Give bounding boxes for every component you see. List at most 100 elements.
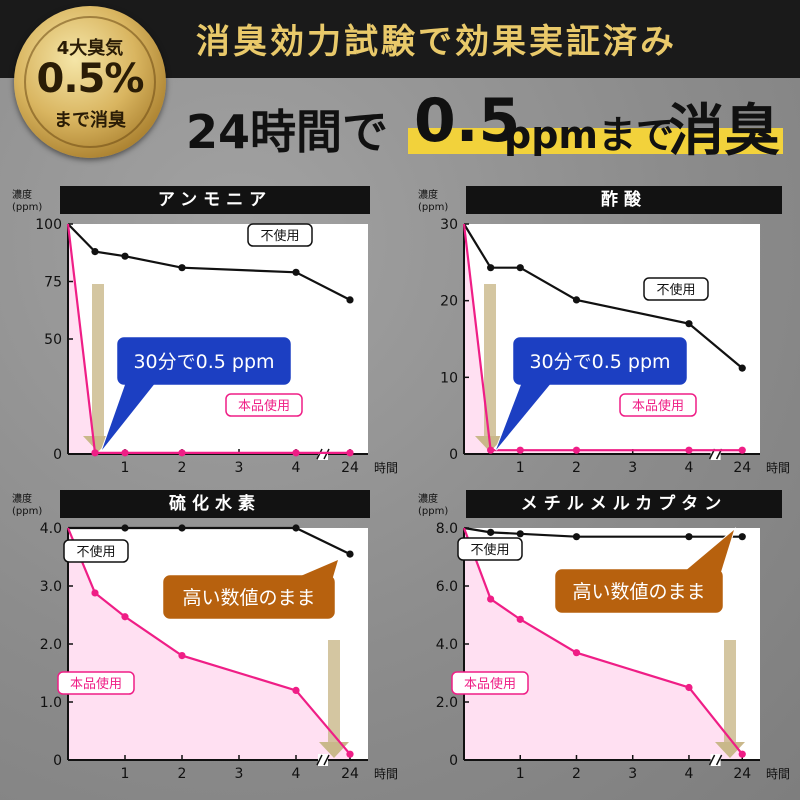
used-series-line bbox=[462, 223, 743, 452]
y-tick-label: 4.0 bbox=[436, 637, 458, 653]
legend-unused-label: 不使用 bbox=[470, 542, 509, 558]
used-data-point bbox=[292, 686, 300, 694]
header-title: 消臭効力試験で効果実証済み bbox=[196, 22, 677, 62]
chart-panel-methyl-mercaptan: メチルメルカプタン 濃度 (ppm) 0 2.0 4.0 6.0 8.0 1 2 3 4 24 時間… bbox=[418, 490, 790, 790]
used-data-point bbox=[516, 446, 524, 454]
callout-text: 30分で0.5 ppm bbox=[133, 351, 274, 373]
y-tick-label: 100 bbox=[35, 217, 62, 233]
y-tick-label: 2.0 bbox=[436, 695, 458, 711]
x-tick-label: 3 bbox=[628, 460, 637, 476]
used-data-point bbox=[685, 446, 693, 454]
axis-break-mark bbox=[323, 754, 330, 766]
unused-series-line bbox=[463, 526, 743, 538]
axis-break-mark bbox=[323, 448, 330, 460]
headline-part2: 0.5 bbox=[414, 86, 521, 156]
callout-box bbox=[160, 572, 338, 622]
unit-line1: 濃度 bbox=[418, 190, 438, 201]
x-tick-label: 3 bbox=[235, 766, 244, 782]
x-tick-label: 4 bbox=[684, 766, 693, 782]
callout-text: 高い数値のまま bbox=[182, 587, 315, 609]
x-tick-label: 24 bbox=[733, 460, 751, 476]
legend-used-box bbox=[619, 393, 697, 417]
callout-tail-cover bbox=[496, 382, 552, 450]
badge-line3: まで消臭 bbox=[54, 110, 126, 131]
callout-box bbox=[510, 334, 690, 388]
headline-part3: ppmまで bbox=[504, 113, 674, 157]
y-tick-label: 1.0 bbox=[40, 695, 62, 711]
used-series-line bbox=[66, 527, 351, 755]
used-data-point bbox=[572, 446, 581, 454]
headline: 24時間で 0.5 ppmまで 消臭 bbox=[186, 86, 786, 164]
badge-line2: 0.5% bbox=[36, 56, 145, 102]
chart-panel-hydrogen-sulfide: 硫化水素 濃度 (ppm) 0 1.0 2.0 3.0 4.0 1 2 3 4 24 時間 高い数値の… bbox=[12, 490, 398, 790]
unit-label: 濃度 (ppm) bbox=[12, 494, 42, 518]
unused-data-point bbox=[487, 528, 495, 536]
used-data-point bbox=[121, 449, 129, 457]
legend-unused-box bbox=[643, 277, 709, 301]
axis-break-mark bbox=[316, 754, 323, 766]
chart-title: メチルメルカプタン bbox=[466, 490, 782, 518]
y-tick-label: 0 bbox=[449, 753, 458, 769]
unit-label: 濃度 (ppm) bbox=[418, 190, 448, 214]
unused-data-point bbox=[572, 533, 581, 541]
badge-line1: 4大臭気 bbox=[56, 38, 124, 59]
used-series-line bbox=[66, 223, 350, 454]
unused-data-point bbox=[685, 320, 693, 328]
legend-unused-box bbox=[457, 537, 523, 561]
y-tick-label: 30 bbox=[440, 217, 458, 233]
callout-tail-cover bbox=[102, 382, 156, 450]
legend-unused-box bbox=[63, 539, 129, 563]
used-data-point bbox=[516, 615, 524, 623]
unit-line1: 濃度 bbox=[12, 190, 32, 201]
unused-data-point bbox=[738, 364, 746, 372]
axis-break-gap bbox=[710, 448, 721, 460]
used-data-point bbox=[738, 446, 746, 454]
unused-data-point bbox=[487, 264, 495, 272]
x-axis-title: 時間 bbox=[374, 767, 398, 781]
unused-series-line bbox=[67, 223, 351, 301]
legend-unused-label: 不使用 bbox=[76, 544, 115, 560]
used-data-point bbox=[487, 595, 495, 603]
unused-data-point bbox=[178, 524, 186, 532]
used-data-point bbox=[178, 652, 186, 660]
x-tick-label: 3 bbox=[628, 766, 637, 782]
x-tick-label: 1 bbox=[516, 460, 525, 476]
x-tick-label: 1 bbox=[121, 766, 130, 782]
unused-data-point bbox=[121, 252, 129, 260]
x-tick-label: 1 bbox=[516, 766, 525, 782]
y-tick-label: 75 bbox=[44, 275, 62, 291]
x-tick-label: 4 bbox=[684, 460, 693, 476]
callout-box bbox=[114, 334, 294, 388]
legend-unused-label: 不使用 bbox=[260, 228, 299, 244]
used-data-point bbox=[292, 449, 300, 457]
chart-title: 酢酸 bbox=[466, 186, 782, 214]
used-data-point bbox=[572, 649, 581, 657]
unused-data-point bbox=[346, 296, 354, 304]
legend-used-box bbox=[225, 393, 303, 417]
axis-break-gap bbox=[318, 754, 328, 766]
y-tick-label: 20 bbox=[440, 294, 458, 310]
y-tick-label: 10 bbox=[440, 370, 458, 386]
unused-data-point bbox=[121, 524, 129, 532]
chart-title: 硫化水素 bbox=[60, 490, 370, 518]
callout-tail-cover bbox=[296, 560, 338, 594]
x-tick-label: 24 bbox=[733, 766, 751, 782]
y-tick-label: 8.0 bbox=[436, 521, 458, 537]
x-axis-title: 時間 bbox=[766, 767, 790, 781]
chart-title: アンモニア bbox=[60, 186, 370, 214]
legend-used-label: 本品使用 bbox=[238, 398, 290, 414]
chart-panel-ammonia: アンモニア 濃度 (ppm) 0 50 75 100 1 2 3 4 24 時間 30分で0.5 p… bbox=[12, 186, 398, 486]
used-data-point bbox=[121, 613, 129, 621]
unused-data-point bbox=[91, 248, 99, 256]
used-data-point bbox=[685, 683, 693, 692]
y-tick-label: 0 bbox=[53, 447, 62, 463]
x-tick-label: 3 bbox=[235, 460, 244, 476]
drop-arrow-shaft bbox=[328, 640, 340, 744]
legend-used-label: 本品使用 bbox=[464, 676, 516, 692]
drop-arrow-head bbox=[715, 742, 745, 758]
headline-part1: 24時間で bbox=[186, 105, 389, 159]
x-tick-label: 24 bbox=[341, 766, 359, 782]
legend-used-box bbox=[57, 671, 135, 695]
